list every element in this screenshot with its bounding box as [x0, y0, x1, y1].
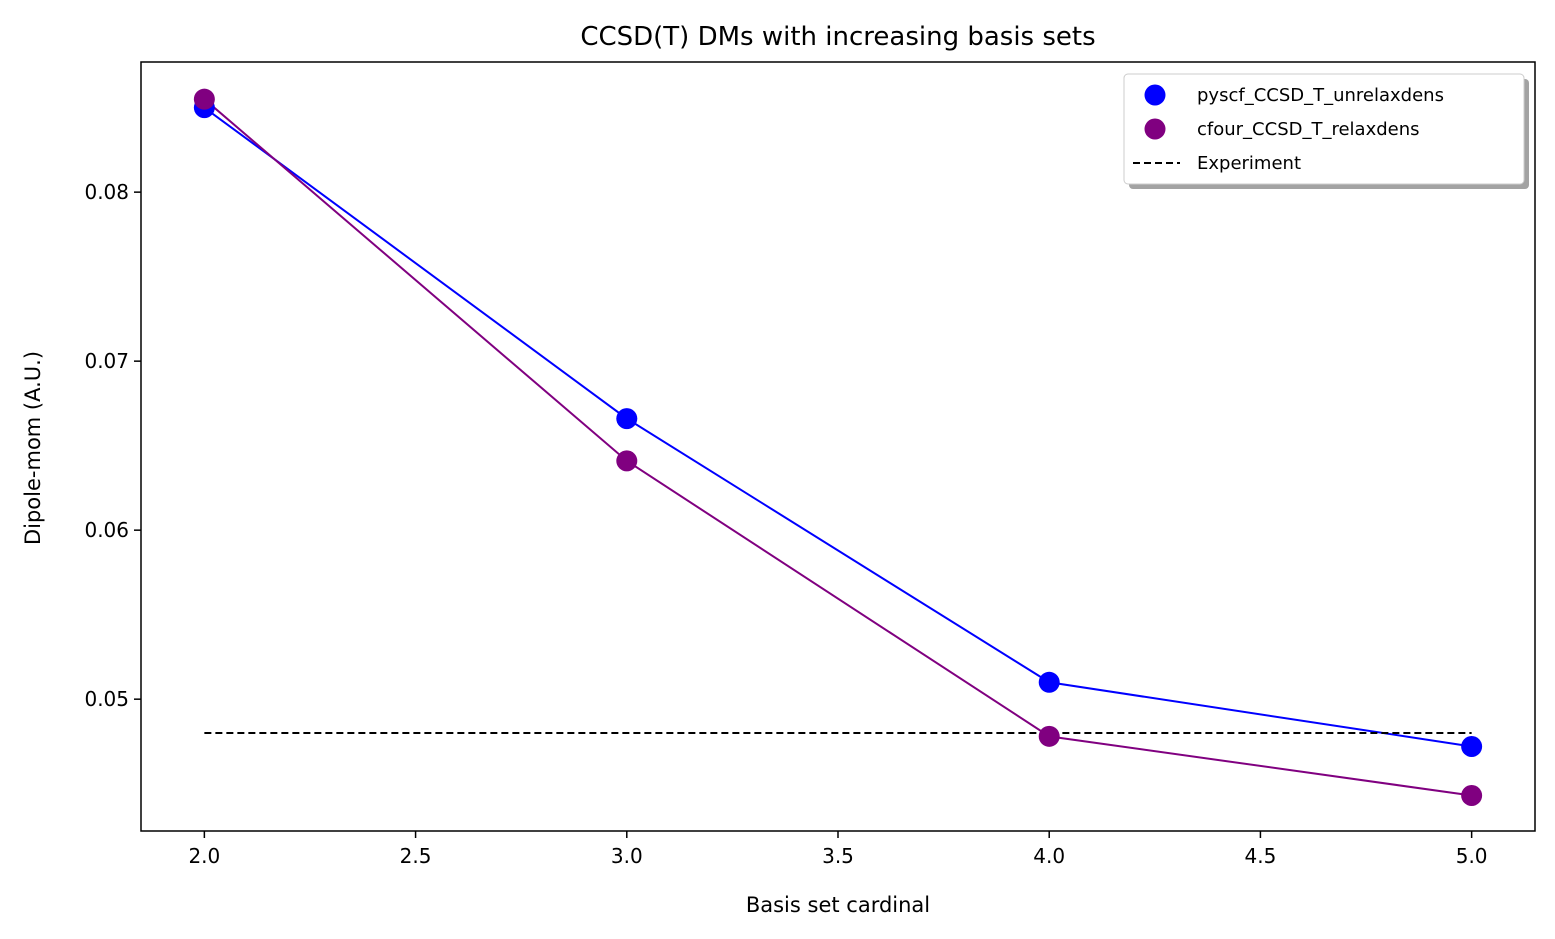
y-tick-label: 0.06 — [84, 518, 129, 542]
x-tick-label: 3.0 — [611, 844, 643, 868]
x-tick-label: 2.5 — [400, 844, 432, 868]
legend-marker-0 — [1144, 84, 1166, 106]
legend-items: pyscf_CCSD_T_unrelaxdens cfour_CCSD_T_rel… — [1133, 84, 1444, 174]
legend: pyscf_CCSD_T_unrelaxdens cfour_CCSD_T_rel… — [1123, 73, 1529, 189]
data-point-1-0 — [193, 88, 215, 110]
legend-label-1: cfour_CCSD_T_relaxdens — [1197, 119, 1420, 140]
legend-marker-1 — [1144, 118, 1166, 140]
legend-box — [1123, 73, 1525, 185]
y-tick-label: 0.08 — [84, 180, 129, 204]
y-tick-label: 0.07 — [84, 349, 129, 373]
x-tick-label: 3.5 — [822, 844, 854, 868]
plot-markers — [193, 88, 1483, 807]
legend-label-0: pyscf_CCSD_T_unrelaxdens — [1197, 85, 1444, 106]
data-point-0-3 — [1461, 735, 1483, 757]
x-tick-label: 5.0 — [1456, 844, 1488, 868]
x-axis-label: Basis set cardinal — [746, 893, 930, 917]
x-axis: 2.0 2.5 3.0 3.5 4.0 4.5 5.0 — [188, 831, 1488, 868]
y-tick-label: 0.05 — [84, 687, 129, 711]
x-tick-label: 4.0 — [1033, 844, 1065, 868]
data-point-1-2 — [1038, 725, 1060, 747]
y-axis: 0.05 0.06 0.07 0.08 — [84, 180, 141, 711]
x-tick-label: 4.5 — [1245, 844, 1277, 868]
legend-label-2: Experiment — [1197, 153, 1301, 174]
data-point-0-2 — [1038, 671, 1060, 693]
data-point-1-1 — [616, 450, 638, 472]
data-point-1-3 — [1461, 785, 1483, 807]
x-tick-label: 2.0 — [188, 844, 220, 868]
series-line-1 — [203, 98, 1472, 797]
chart-title: CCSD(T) DMs with increasing basis sets — [580, 22, 1095, 52]
series-line-0 — [203, 106, 1472, 748]
plot-lines — [203, 98, 1472, 797]
y-axis-label: Dipole-mom (A.U.) — [21, 351, 45, 545]
data-point-0-1 — [616, 408, 638, 430]
